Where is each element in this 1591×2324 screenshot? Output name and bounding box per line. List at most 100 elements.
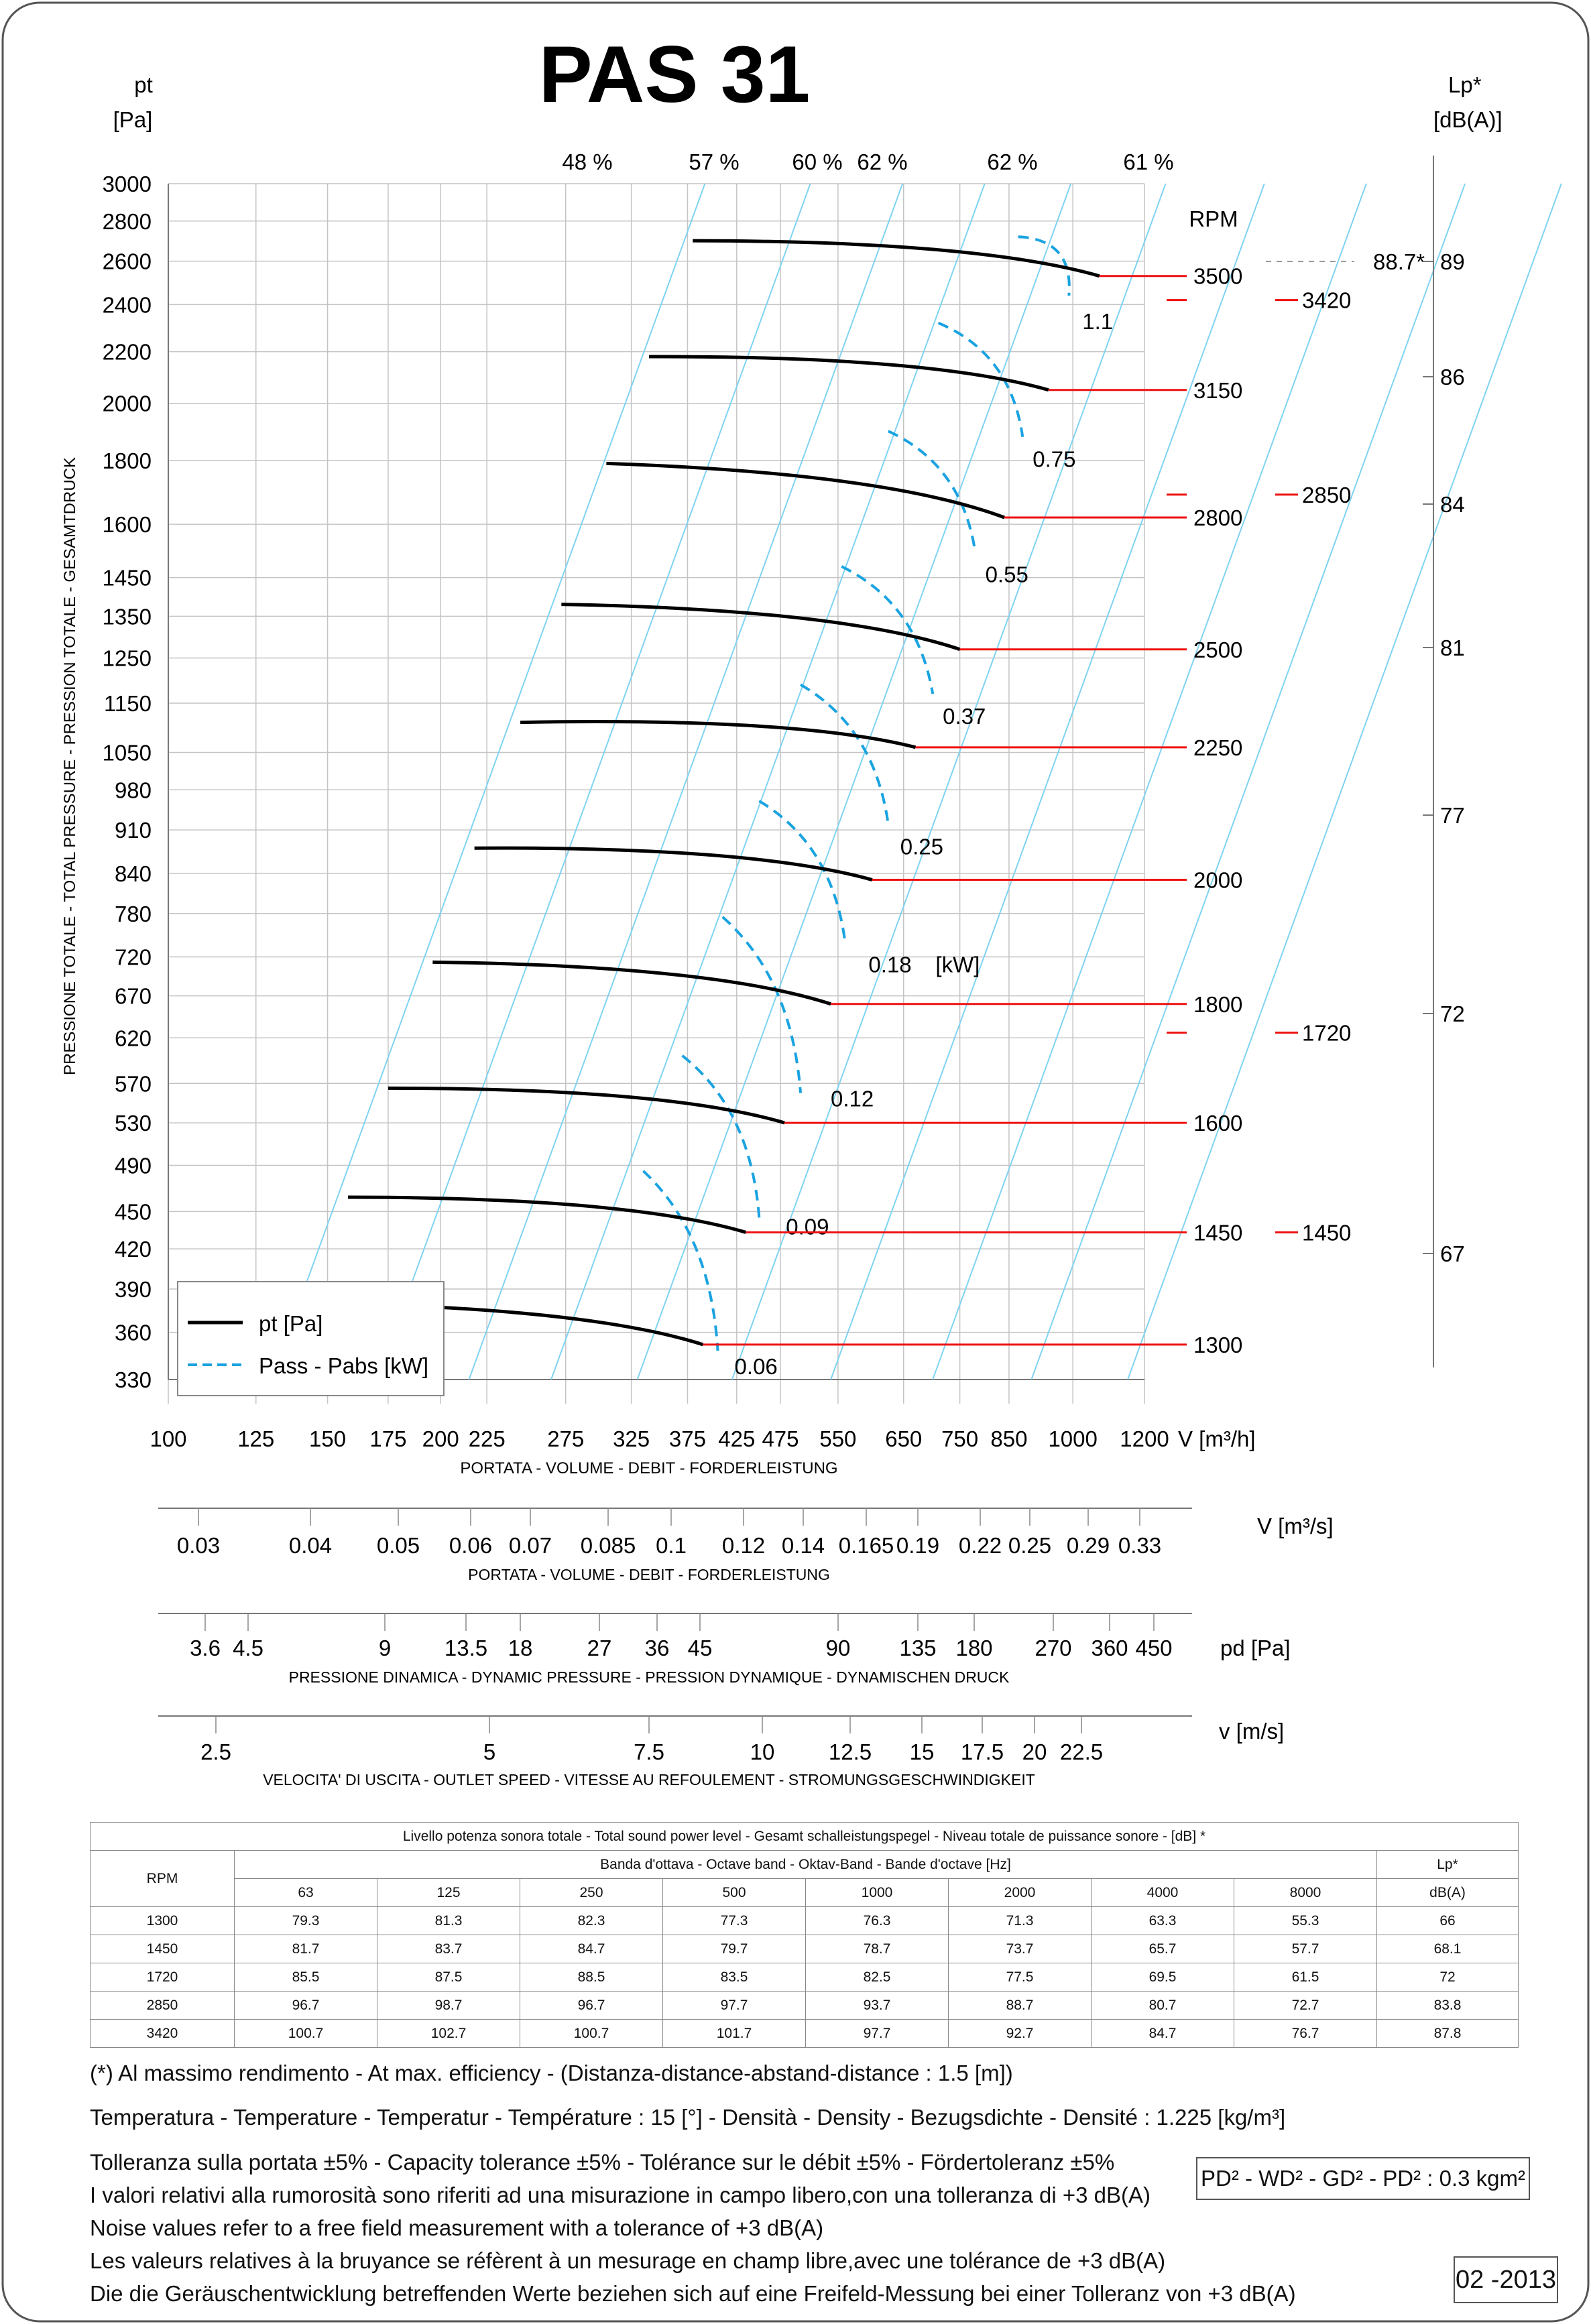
lp-tick-label: 81 <box>1440 635 1465 660</box>
band-8000: 8000 <box>1234 1878 1377 1907</box>
y-tick-label: 980 <box>115 778 152 802</box>
legend-pt-label: pt [Pa] <box>259 1311 322 1336</box>
y-tick-label: 1250 <box>103 646 152 671</box>
system-curve-line <box>1030 183 1466 1380</box>
rpm-curve <box>474 846 873 881</box>
x-tick-label: 225 <box>469 1426 506 1451</box>
rpm-label: 3150 <box>1193 378 1242 403</box>
inertia-box: PD² - WD² - GD² - PD² : 0.3 kgm² <box>1196 2157 1530 2200</box>
legend: pt [Pa] Pass - Pabs [kW] <box>177 1281 445 1396</box>
sound-rpm-label: 3420 <box>1302 288 1351 313</box>
sound-table-value-cell: 76.7 <box>1234 2019 1377 2048</box>
aux-scale-label: 0.05 <box>377 1533 420 1558</box>
sound-table-value-cell: 83.7 <box>377 1935 520 1963</box>
sound-table-value-cell: 61.5 <box>1234 1963 1377 1992</box>
sound-rpm-label: 2850 <box>1302 483 1351 507</box>
noise-note-fr: Les valeurs relatives à la bruyance se r… <box>90 2248 1166 2273</box>
sound-table-value-cell: 92.7 <box>948 2019 1092 2048</box>
sound-table-value-cell: 82.5 <box>805 1963 949 1992</box>
sound-table-value-cell: 73.7 <box>948 1935 1092 1963</box>
y-unit: [Pa] <box>113 107 153 132</box>
aux-scale-label: 17.5 <box>961 1739 1004 1764</box>
system-curve-line <box>731 183 1167 1380</box>
aux-scale-label: 0.19 <box>896 1533 939 1558</box>
band-2000: 2000 <box>948 1878 1092 1907</box>
aux-scale-label: 0.1 <box>656 1533 687 1558</box>
y-tick-label: 390 <box>115 1277 152 1302</box>
y-tick-label: 570 <box>115 1071 152 1096</box>
rpm-curve <box>693 239 1100 278</box>
band-125: 125 <box>377 1878 520 1907</box>
sound-table-value-cell: 87.5 <box>377 1963 520 1992</box>
rpm-label: 2250 <box>1193 735 1242 760</box>
rpm-curve <box>649 355 1049 392</box>
aux-scale-label: 45 <box>688 1636 713 1660</box>
aux-scale-label: 450 <box>1135 1636 1172 1660</box>
system-curve-line <box>830 183 1265 1380</box>
sound-table-lp-cell: 66 <box>1376 1906 1519 1935</box>
y-tick-label: 360 <box>115 1321 152 1345</box>
lp-tick-label: 77 <box>1440 803 1465 828</box>
aux-scale-label: 7.5 <box>634 1739 664 1764</box>
system-curve-line <box>375 183 811 1380</box>
efficiency-label: 62 % <box>857 149 907 174</box>
sound-table-value-cell: 88.5 <box>520 1963 663 1992</box>
x-tick-label: 325 <box>613 1426 650 1451</box>
power-curve-label: 0.09 <box>786 1214 829 1239</box>
rpm-label: 2000 <box>1193 868 1242 893</box>
sound-table-rpm-cell: 1450 <box>90 1935 235 1963</box>
sound-table-value-cell: 88.7 <box>948 1991 1092 2020</box>
aux-scale-label: 135 <box>899 1636 936 1660</box>
aux-scale-label: 4.5 <box>233 1636 263 1660</box>
band-500: 500 <box>662 1878 806 1907</box>
aux-scale-label: 0.03 <box>177 1533 220 1558</box>
rpm-curve <box>520 720 917 749</box>
y-tick-label: 490 <box>115 1153 152 1178</box>
sound-rpm-label: 1720 <box>1302 1021 1351 1046</box>
sound-table-lp-cell: 72 <box>1376 1963 1519 1992</box>
y-tick-label: 910 <box>115 818 152 843</box>
aux-scale-label: 270 <box>1035 1636 1071 1660</box>
aux-scale-label: 5 <box>483 1739 495 1764</box>
aux-scale-label: 0.165 <box>839 1533 894 1558</box>
y-tick-label: 450 <box>115 1199 152 1224</box>
sound-table-value-cell: 71.3 <box>948 1906 1092 1935</box>
sound-table-value-cell: 55.3 <box>1234 1906 1377 1935</box>
aux-scale-label: 2.5 <box>200 1739 231 1764</box>
noise-note-de: Die die Geräuschentwicklung betreffenden… <box>90 2281 1296 2306</box>
band-4000: 4000 <box>1091 1878 1234 1907</box>
x-tick-label: 850 <box>990 1426 1027 1451</box>
y-tick-label: 1450 <box>103 566 152 591</box>
rpm-curve <box>561 603 961 652</box>
rpm-curve <box>432 960 831 1006</box>
y-tick-label: 2200 <box>103 340 152 365</box>
x-tick-label: 750 <box>941 1426 978 1451</box>
rpm-label: 2500 <box>1193 637 1242 662</box>
rpm-label: 1800 <box>1193 992 1242 1017</box>
power-curve-label: 0.06 <box>735 1354 778 1379</box>
y-tick-label: 620 <box>115 1026 152 1050</box>
power-curve <box>681 1054 761 1218</box>
sound-table-value-cell: 96.7 <box>520 1991 663 2020</box>
y-tick-label: 2600 <box>103 249 152 274</box>
sound-table-value-cell: 84.7 <box>1091 2019 1234 2048</box>
system-curve-line <box>468 183 904 1380</box>
aux-scale-label: 0.29 <box>1067 1533 1110 1558</box>
rpm-curve <box>348 1195 747 1234</box>
sound-table-value-cell: 96.7 <box>234 1991 377 2020</box>
rpm-label: 1600 <box>1193 1111 1242 1136</box>
sound-table-value-cell: 102.7 <box>377 2019 520 2048</box>
aux-scale-label: 0.33 <box>1118 1533 1161 1558</box>
x-tick-label: 150 <box>309 1426 346 1451</box>
y-tick-label: 2400 <box>103 292 152 317</box>
aux-scale-label: 20 <box>1022 1739 1047 1764</box>
x-tick-label: 425 <box>718 1426 755 1451</box>
rpm-label: 1300 <box>1193 1333 1242 1357</box>
sound-table-band-header: Banda d'ottava - Octave band - Oktav-Ban… <box>234 1850 1377 1879</box>
lp-tick-label: 67 <box>1440 1241 1465 1266</box>
y-tick-label: 420 <box>115 1237 152 1262</box>
x-tick-label: 550 <box>819 1426 856 1451</box>
aux-scale-label: 90 <box>826 1636 851 1660</box>
